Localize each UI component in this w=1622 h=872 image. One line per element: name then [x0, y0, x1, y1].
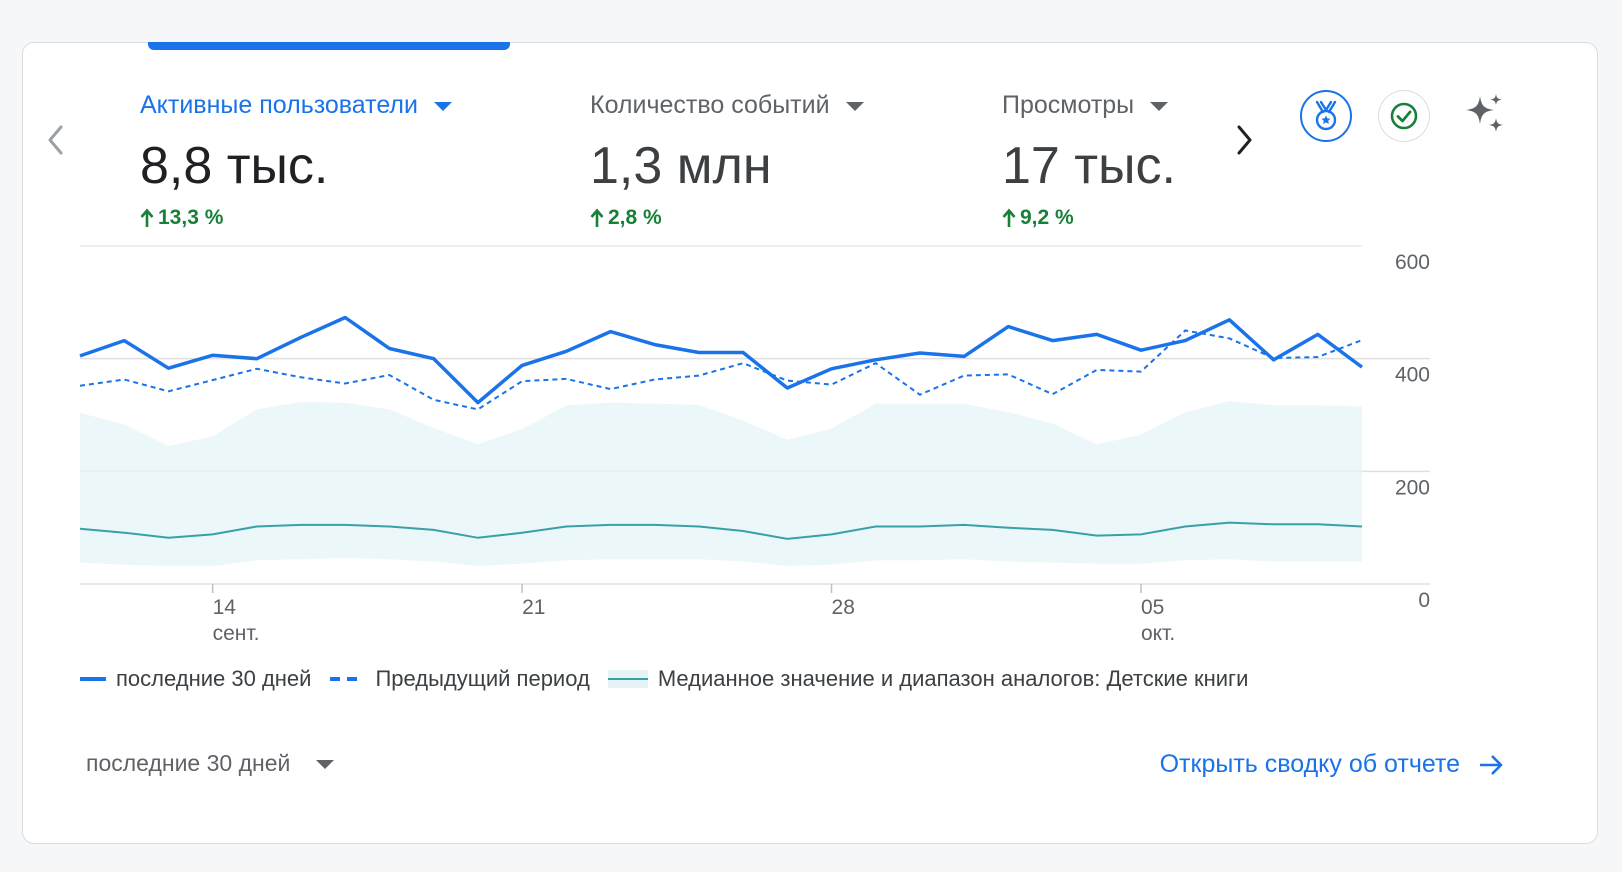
metric-title[interactable]: Активные пользователи — [140, 88, 452, 122]
chevron-right-icon — [1237, 125, 1252, 155]
x-tick-label: 21 — [522, 596, 545, 619]
prev-metrics-button[interactable] — [40, 120, 72, 160]
metric-value: 8,8 тыс. — [140, 137, 329, 195]
chart-series — [79, 315, 1364, 540]
metric-event-count[interactable]: Количество событий 1,3 млн 2,8 % — [590, 88, 864, 230]
y-axis: 0 200 400 600 — [1395, 251, 1430, 612]
metric-value: 1,3 млн — [590, 137, 772, 195]
arrow-up-icon — [590, 208, 604, 227]
arrow-up-icon — [1002, 208, 1016, 227]
benchmark-badge[interactable] — [1300, 90, 1352, 142]
chevron-left-icon — [48, 125, 63, 155]
x-axis: 14 сент. 21 28 05 окт. — [211, 584, 1175, 645]
x-tick-month-label: сент. — [213, 622, 260, 645]
metric-change: 9,2 % — [1002, 206, 1176, 230]
metric-change: 13,3 % — [140, 206, 452, 230]
date-range-dropdown[interactable]: последние 30 дней — [86, 750, 335, 777]
current-period-line — [79, 315, 1364, 405]
arrow-up-icon — [140, 208, 154, 227]
benchmark-range-band — [80, 400, 1362, 566]
legend-item-benchmark: Медианное значение и диапазон аналогов: … — [607, 666, 1248, 692]
sparkle-icon — [1466, 94, 1503, 132]
legend-dashed-line — [330, 677, 365, 681]
legend-item-previous: Предыдущий период — [329, 666, 590, 692]
benchmark-median-line — [79, 521, 1363, 540]
data-quality-badge[interactable] — [1378, 90, 1430, 142]
y-tick-label: 400 — [1395, 364, 1430, 387]
y-tick-label: 0 — [1418, 589, 1430, 612]
dropdown-caret-icon — [845, 101, 864, 111]
legend-item-current: последние 30 дней — [80, 666, 311, 692]
x-tick-label: 14 — [213, 596, 237, 619]
active-tab-indicator — [148, 42, 510, 50]
dropdown-caret-icon — [1150, 101, 1169, 111]
check-circle-icon — [1390, 102, 1418, 130]
y-tick-label: 600 — [1395, 251, 1430, 274]
x-tick-month-label: окт. — [1141, 622, 1175, 645]
metric-title[interactable]: Количество событий — [590, 88, 864, 122]
medal-icon — [1315, 100, 1337, 131]
dropdown-caret-icon — [316, 760, 335, 769]
dropdown-caret-icon — [433, 101, 452, 111]
metric-active-users[interactable]: Активные пользователи 8,8 тыс. 13,3 % — [140, 88, 452, 230]
metric-views[interactable]: Просмотры 17 тыс. 9,2 % — [1002, 88, 1176, 230]
metric-title[interactable]: Просмотры — [1002, 88, 1176, 122]
next-metrics-button[interactable] — [1228, 120, 1260, 160]
open-report-link[interactable]: Открыть сводку об отчете — [1160, 750, 1504, 779]
legend-band — [607, 670, 648, 688]
y-tick-label: 200 — [1395, 476, 1430, 499]
chart-legend: последние 30 дней Предыдущий период Меди… — [80, 666, 1266, 692]
insights-button[interactable] — [1458, 88, 1510, 140]
benchmark-range-area — [80, 400, 1362, 566]
arrow-right-icon — [1480, 754, 1503, 775]
legend-solid-line — [80, 677, 106, 681]
x-tick-label: 28 — [832, 596, 855, 619]
metric-value: 17 тыс. — [1002, 137, 1176, 195]
x-tick-label: 05 — [1141, 596, 1164, 619]
metric-change: 2,8 % — [590, 206, 864, 230]
previous-period-line — [79, 329, 1363, 411]
